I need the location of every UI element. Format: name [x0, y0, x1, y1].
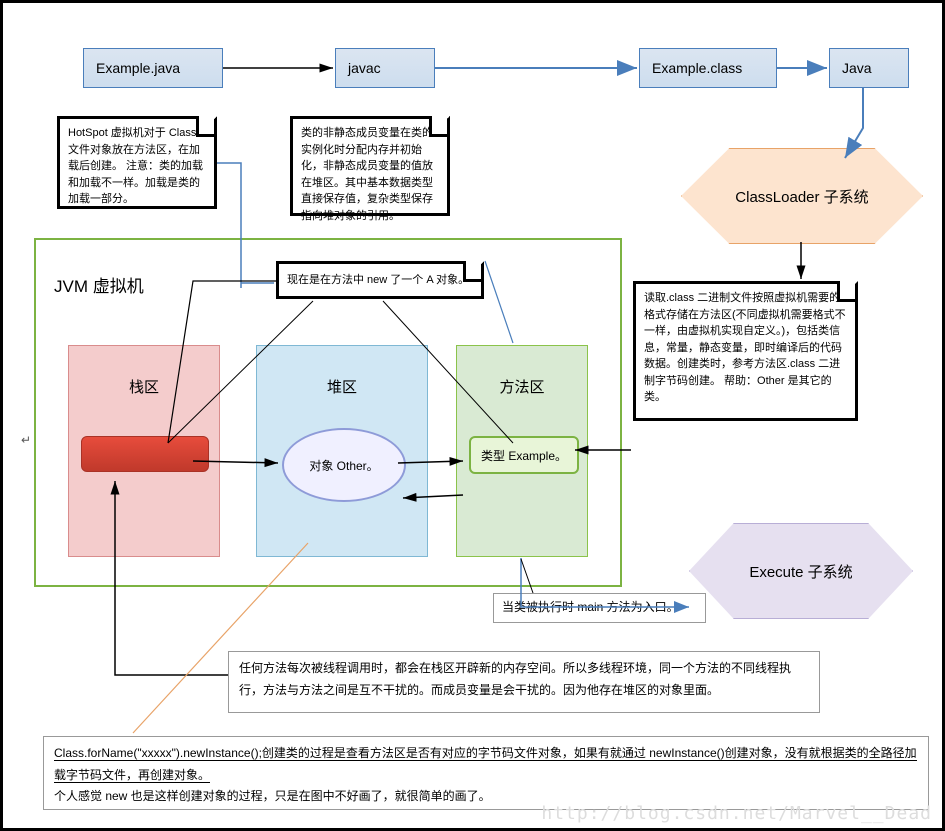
jvm-title: JVM 虚拟机 — [54, 272, 144, 297]
stack-title: 栈区 — [69, 376, 219, 397]
heap-ellipse: 对象 Other。 — [282, 428, 406, 502]
note-main-entry: 当类被执行时 main 方法为入口。 — [493, 593, 706, 623]
note-nonstatic: 类的非静态成员变量在类的实例化时分配内存并初始化，非静态成员变量的值放在堆区。其… — [290, 116, 450, 216]
stack-red-frame — [81, 436, 209, 472]
box-example-class: Example.class — [639, 48, 777, 88]
note-hotspot: HotSpot 虚拟机对于 Class 文件对象放在方法区，在加载后创建。 注意… — [57, 116, 217, 209]
note-bottom: Class.forName("xxxxx").newInstance();创建类… — [43, 736, 929, 810]
note-classread: 读取.class 二进制文件按照虚拟机需要的格式存储在方法区(不同虚拟机需要格式… — [633, 281, 858, 421]
box-javac: javac — [335, 48, 435, 88]
box-java: Java — [829, 48, 909, 88]
watermark: http://blog.csdn.net/Marvel__Dead — [541, 803, 932, 824]
region-heap: 堆区 对象 Other。 — [256, 345, 428, 557]
class-forname-line: Class.forName("xxxxx").newInstance();创建类… — [54, 746, 917, 783]
return-marker: ↵ — [21, 433, 31, 447]
box-example-java: Example.java — [83, 48, 223, 88]
note-thread: 任何方法每次被线程调用时，都会在栈区开辟新的内存空间。所以多线程环境，同一个方法… — [228, 651, 820, 713]
heap-title: 堆区 — [257, 376, 427, 397]
jvm-box: JVM 虚拟机 栈区 堆区 对象 Other。 方法区 类型 Example。 — [34, 238, 622, 587]
method-greenbtn: 类型 Example。 — [469, 436, 579, 474]
region-method: 方法区 类型 Example。 — [456, 345, 588, 557]
region-stack: 栈区 — [68, 345, 220, 557]
hex-classloader: ClassLoader 子系统 — [681, 148, 923, 244]
personal-note: 个人感觉 new 也是这样创建对象的过程，只是在图中不好画了，就很简单的画了。 — [54, 789, 491, 803]
diagram-canvas: Example.java javac Example.class Java Ho… — [0, 0, 945, 831]
method-title: 方法区 — [457, 376, 587, 397]
hex-execute: Execute 子系统 — [689, 523, 913, 619]
